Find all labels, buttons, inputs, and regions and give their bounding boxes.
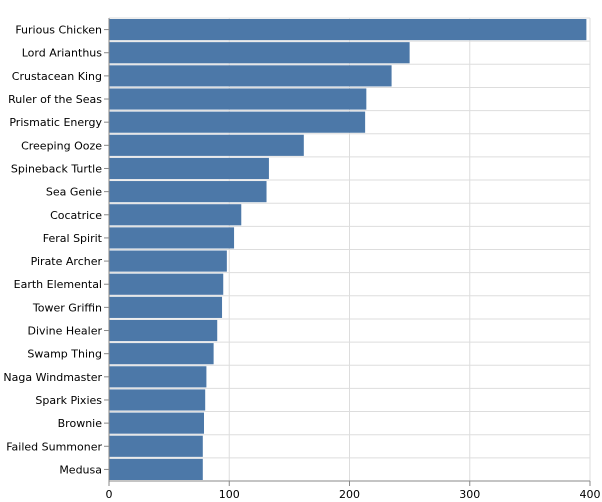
category-label: Failed Summoner bbox=[6, 440, 102, 453]
category-label: Spineback Turtle bbox=[11, 162, 102, 175]
bar bbox=[109, 458, 203, 480]
category-label: Pirate Archer bbox=[31, 255, 103, 268]
bar bbox=[109, 88, 367, 110]
category-label: Cocatrice bbox=[50, 209, 102, 222]
category-label: Earth Elemental bbox=[14, 278, 102, 291]
bar bbox=[109, 42, 410, 64]
category-label: Crustacean King bbox=[12, 70, 102, 83]
x-tick-label: 300 bbox=[459, 488, 480, 501]
category-label: Lord Arianthus bbox=[22, 47, 103, 60]
category-label: Medusa bbox=[59, 463, 102, 476]
bar bbox=[109, 181, 267, 203]
x-tick-label: 200 bbox=[339, 488, 360, 501]
bar bbox=[109, 435, 203, 457]
category-labels: Furious Chicken Lord Arianthus Crustacean … bbox=[3, 24, 102, 477]
gridlines bbox=[108, 17, 591, 482]
bar bbox=[109, 19, 587, 41]
category-label: Brownie bbox=[58, 417, 103, 430]
category-label: Feral Spirit bbox=[43, 232, 103, 245]
x-tick-labels: 0 100 200 300 400 bbox=[106, 488, 601, 501]
bar bbox=[109, 412, 204, 434]
bar bbox=[109, 389, 206, 411]
bar bbox=[109, 250, 227, 272]
category-label: Divine Healer bbox=[28, 325, 103, 338]
bar bbox=[109, 273, 224, 295]
bar bbox=[109, 366, 207, 388]
bar bbox=[109, 157, 269, 180]
bar bbox=[109, 319, 218, 342]
bar bbox=[109, 65, 392, 87]
category-label: Furious Chicken bbox=[15, 24, 102, 37]
bar bbox=[109, 134, 304, 156]
category-label: Naga Windmaster bbox=[3, 371, 102, 384]
category-label: Sea Genie bbox=[46, 186, 102, 199]
bar bbox=[109, 296, 223, 318]
category-label: Prismatic Energy bbox=[9, 116, 102, 129]
bar bbox=[109, 343, 214, 365]
category-label: Ruler of the Seas bbox=[8, 93, 102, 106]
bars bbox=[109, 19, 587, 480]
category-label: Creeping Ooze bbox=[21, 139, 102, 152]
x-tick-label: 0 bbox=[106, 488, 113, 501]
x-tick-label: 400 bbox=[580, 488, 601, 501]
category-label: Swamp Thing bbox=[27, 348, 102, 361]
bar bbox=[109, 204, 242, 226]
axes bbox=[104, 18, 591, 486]
bar bbox=[109, 111, 366, 133]
bar bbox=[109, 227, 235, 249]
category-label: Tower Griffin bbox=[32, 301, 102, 314]
category-label: Spark Pixies bbox=[35, 394, 102, 407]
x-tick-label: 100 bbox=[219, 488, 240, 501]
